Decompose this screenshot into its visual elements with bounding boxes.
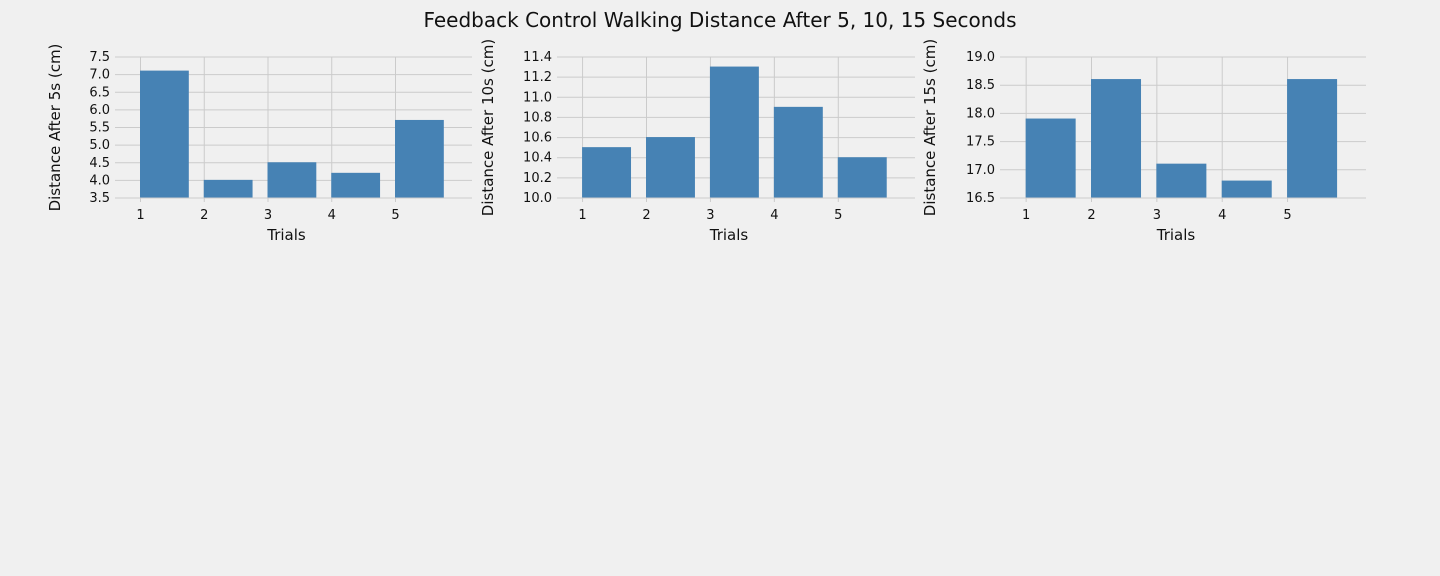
bar [837, 157, 887, 199]
y-tick-label: 17.5 [966, 135, 995, 150]
y-tick-label: 7.5 [89, 50, 110, 65]
y-tick-label: 5.5 [89, 121, 110, 136]
subplot-1: 3.5 4.0 4.5 5.0 5.5 6.0 6.5 7.0 7.5 1 2 3 4 5 Trials Di… [46, 44, 472, 244]
x-tick-label: 2 [200, 208, 208, 223]
bar [1025, 118, 1076, 199]
x-tick-label: 5 [1283, 208, 1291, 223]
y-tick-label: 10.0 [523, 191, 552, 206]
x-tick-label: 1 [578, 208, 586, 223]
y-tick-label: 10.8 [523, 110, 552, 125]
bar [1156, 163, 1207, 199]
y-tick-label: 10.6 [523, 131, 552, 146]
bar [709, 66, 759, 199]
x-tick-label: 4 [328, 208, 336, 223]
bar [582, 147, 632, 199]
bar [203, 179, 253, 199]
y-tick-label: 4.0 [89, 173, 110, 188]
bar [773, 106, 823, 199]
subplot-2: 10.0 10.2 10.4 10.6 10.8 11.0 11.2 11.4 1 2 3 4 5 Tri… [479, 39, 915, 244]
x-tick-label: 5 [391, 208, 399, 223]
x-axis-label: Trials [709, 226, 749, 244]
y-tick-label: 7.0 [89, 68, 110, 83]
y-tick-label: 17.0 [966, 163, 995, 178]
y-axis-label: Distance After 15s (cm) [921, 39, 939, 216]
x-tick-label: 3 [264, 208, 272, 223]
y-tick-label: 5.0 [89, 138, 110, 153]
bar [1221, 180, 1272, 199]
y-tick-label: 3.5 [89, 191, 110, 206]
bar [1287, 79, 1338, 199]
figure-title: Feedback Control Walking Distance After … [423, 8, 1017, 32]
x-tick-label: 4 [770, 208, 778, 223]
y-tick-label: 11.2 [523, 70, 552, 85]
bar [331, 172, 381, 199]
x-tick-label: 2 [642, 208, 650, 223]
x-tick-label: 5 [834, 208, 842, 223]
x-axis-label: Trials [266, 226, 306, 244]
y-tick-label: 4.5 [89, 156, 110, 171]
y-tick-label: 10.4 [523, 151, 552, 166]
y-tick-label: 19.0 [966, 50, 995, 65]
bar [1091, 79, 1142, 199]
y-tick-label: 10.2 [523, 171, 552, 186]
y-tick-label: 18.5 [966, 78, 995, 93]
x-tick-label: 1 [1022, 208, 1030, 223]
bar [267, 162, 317, 199]
bar [646, 137, 695, 199]
y-tick-label: 18.0 [966, 106, 995, 121]
x-tick-label: 3 [706, 208, 714, 223]
x-axis-label: Trials [1156, 226, 1196, 244]
x-tick-label: 1 [136, 208, 144, 223]
x-tick-label: 3 [1153, 208, 1161, 223]
y-tick-label: 6.0 [89, 103, 110, 118]
y-tick-label: 11.0 [523, 90, 552, 105]
bar [140, 70, 189, 199]
y-tick-label: 11.4 [523, 50, 552, 65]
y-tick-label: 6.5 [89, 85, 110, 100]
x-tick-label: 2 [1087, 208, 1095, 223]
subplot-3: 16.5 17.0 17.5 18.0 18.5 19.0 1 2 3 4 5 Trials Dista… [921, 39, 1366, 244]
x-tick-label: 4 [1218, 208, 1226, 223]
bar [395, 119, 444, 199]
y-axis-label: Distance After 5s (cm) [46, 44, 64, 212]
y-tick-label: 16.5 [966, 191, 995, 206]
y-axis-label: Distance After 10s (cm) [479, 39, 497, 216]
